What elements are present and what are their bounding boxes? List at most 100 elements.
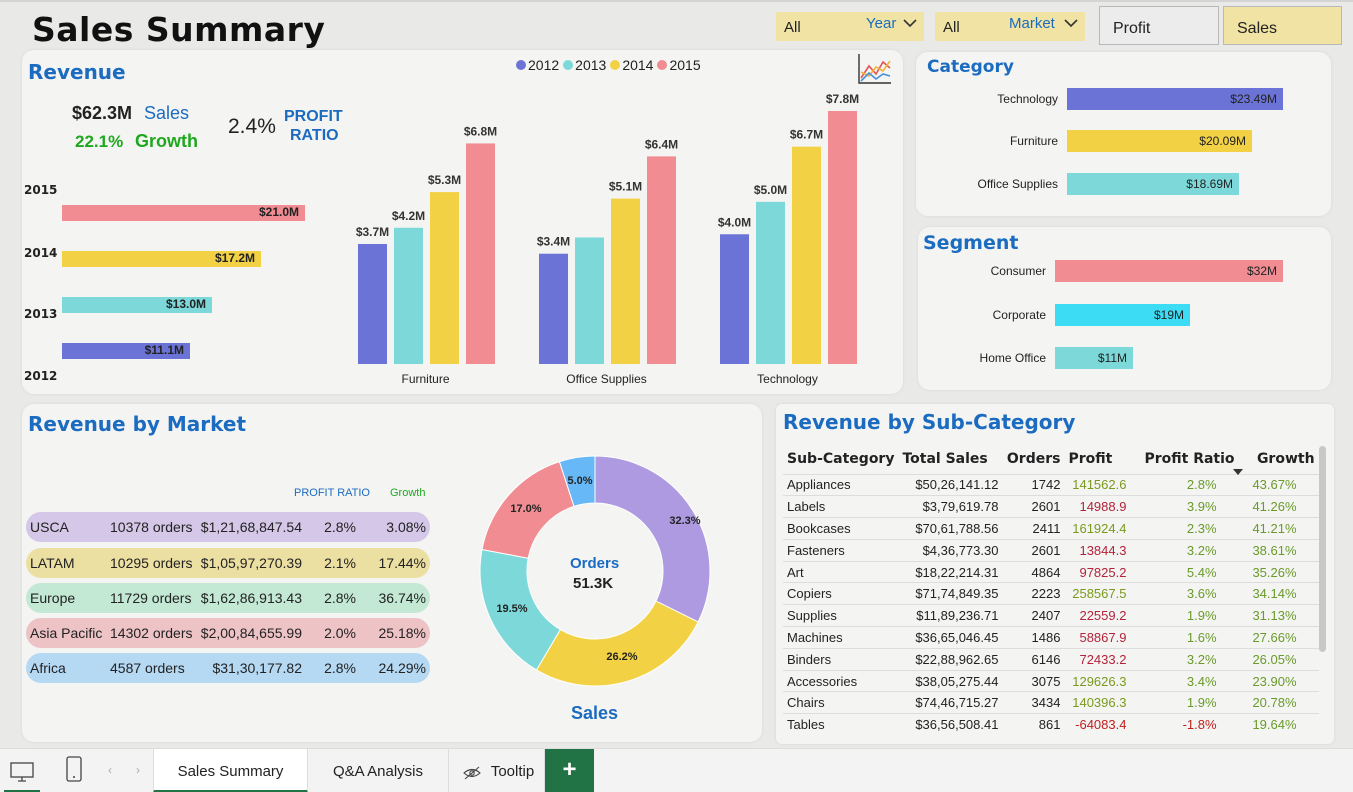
column-bar[interactable] — [756, 201, 785, 364]
yearly-bar-label: $13.0M — [165, 297, 206, 311]
page-tab-bar: ‹ › Sales Summary Q&A Analysis Tooltip + — [0, 748, 1353, 792]
year-slicer-label: Year — [866, 15, 897, 32]
yearly-bar[interactable]: $13.0M — [62, 297, 212, 313]
column-bar[interactable] — [792, 146, 821, 364]
cell-subcategory: Chairs — [783, 691, 899, 714]
sales-toggle-button[interactable]: Sales — [1223, 6, 1342, 45]
donut-slice-label: 17.0% — [510, 503, 541, 515]
column-bar[interactable] — [647, 156, 676, 364]
table-row[interactable]: Machines $36,65,046.45 1486 58867.9 1.6% 27.6… — [783, 626, 1319, 649]
horizontal-bar[interactable]: $23.49M — [1067, 88, 1283, 110]
top-border — [0, 0, 1353, 2]
column-header[interactable]: Profit Ratio — [1144, 450, 1235, 467]
cell-total-sales: $38,05,275.44 — [898, 669, 1003, 692]
table-row[interactable]: Art $18,22,214.31 4864 97825.2 5.4% 35.26% — [783, 560, 1319, 583]
chevron-down-icon[interactable] — [1063, 15, 1079, 34]
tab-sales-summary[interactable]: Sales Summary — [153, 749, 308, 792]
horizontal-bar[interactable]: $20.09M — [1067, 130, 1252, 152]
column-bar[interactable] — [720, 234, 749, 364]
kpi-ratio-value: 2.4% — [228, 115, 276, 138]
legend-label: 2014 — [622, 57, 654, 73]
table-row[interactable]: Appliances $50,26,141.12 1742 141562.6 2.8% 4… — [783, 473, 1319, 496]
cell-profit: -64083.4 — [1064, 713, 1141, 736]
cell-subcategory: Accessories — [783, 669, 899, 692]
profit-toggle-button[interactable]: Profit — [1099, 6, 1219, 45]
chevron-down-icon[interactable] — [902, 15, 918, 34]
cell-profit-ratio: 1.9% — [1140, 604, 1239, 627]
column-bar[interactable] — [539, 253, 568, 364]
table-row[interactable]: Accessories $38,05,275.44 3075 129626.3 3.4%… — [783, 669, 1319, 692]
column-bar[interactable] — [430, 192, 459, 364]
cell-profit: 14988.9 — [1064, 495, 1141, 518]
donut-slice[interactable] — [594, 455, 711, 623]
mobile-view-icon[interactable] — [64, 755, 84, 788]
horizontal-bar[interactable]: $19M — [1055, 304, 1190, 326]
cell-orders: 1742 — [1002, 473, 1065, 496]
tab-qa-analysis[interactable]: Q&A Analysis — [308, 749, 449, 792]
cell-subcategory: Appliances — [783, 473, 899, 496]
column-bar[interactable] — [394, 227, 423, 364]
column-header[interactable]: Orders — [1006, 450, 1061, 467]
market-row[interactable]: Africa 4587 orders $31,30,177.82 2.8% 24.29% — [26, 653, 430, 683]
plus-icon[interactable]: + — [545, 749, 594, 792]
donut-slice[interactable] — [535, 600, 699, 687]
table-row[interactable]: Labels $3,79,619.78 2601 14988.9 3.9% 41.26% — [783, 495, 1319, 518]
column-bar[interactable] — [828, 111, 857, 364]
market-profit-ratio: 2.1% — [324, 555, 356, 571]
table-row[interactable]: Bookcases $70,61,788.56 2411 161924.4 2.3% 41… — [783, 517, 1319, 540]
horizontal-bar[interactable]: $11M — [1055, 347, 1133, 369]
table-row[interactable]: Binders $22,88,962.65 6146 72433.2 3.2% 26.05… — [783, 647, 1319, 671]
cell-growth: 38.61% — [1238, 538, 1319, 562]
cell-total-sales: $70,61,788.56 — [898, 517, 1003, 540]
table-row[interactable]: Supplies $11,89,236.71 2407 22559.2 1.9% 31.1… — [783, 604, 1319, 627]
column-bar[interactable] — [466, 143, 495, 364]
table-row[interactable]: Chairs $74,46,715.27 3434 140396.3 1.9% 20.78… — [783, 691, 1319, 714]
column-bar[interactable] — [575, 237, 604, 365]
column-bar[interactable] — [358, 243, 387, 364]
column-header[interactable]: Sub-Category — [787, 450, 895, 467]
market-row[interactable]: USCA 10378 orders $1,21,68,847.54 2.8% 3.08% — [26, 512, 430, 542]
column-header[interactable]: Total Sales — [902, 450, 988, 467]
yearly-bar[interactable]: $11.1M — [62, 343, 190, 359]
desktop-view-icon[interactable] — [4, 758, 40, 792]
kpi-sales-label: Sales — [144, 103, 190, 123]
yearly-bar[interactable]: $21.0M — [62, 205, 305, 221]
market-profit-ratio: 2.8% — [324, 519, 356, 535]
chevron-right-icon[interactable]: › — [136, 763, 140, 777]
revenue-title: Revenue — [28, 60, 126, 84]
chevron-left-icon[interactable]: ‹ — [108, 763, 112, 777]
table-row[interactable]: Copiers $71,74,849.35 2223 258567.5 3.6% 34.1… — [783, 582, 1319, 605]
market-row[interactable]: Europe 11729 orders $1,62,86,913.43 2.8% 36.… — [26, 583, 430, 613]
cell-growth: 23.90% — [1238, 669, 1319, 692]
cell-profit: 58867.9 — [1064, 626, 1141, 649]
market-slicer[interactable]: All Market — [935, 12, 1085, 41]
year-slicer[interactable]: All Year — [776, 12, 924, 41]
horizontal-bar[interactable]: $32M — [1055, 260, 1283, 282]
table-row[interactable]: Fasteners $4,36,773.30 2601 13844.3 3.2% 38.6… — [783, 538, 1319, 562]
year-label: 2012 — [24, 369, 58, 383]
horizontal-bar[interactable]: $18.69M — [1067, 173, 1239, 195]
cell-growth: 41.21% — [1238, 517, 1319, 540]
donut-slice-label: 19.5% — [496, 603, 527, 615]
cell-orders: 2223 — [1002, 582, 1065, 605]
kpi-ratio-label: PROFIT — [284, 108, 343, 125]
line-chart-icon[interactable] — [857, 52, 893, 91]
cell-total-sales: $36,65,046.45 — [898, 626, 1003, 649]
table-row[interactable]: Tables $36,56,508.41 861 -64083.4 -1.8% 19.64… — [783, 713, 1319, 736]
market-row[interactable]: LATAM 10295 orders $1,05,97,270.39 2.1% 17.4… — [26, 548, 430, 578]
bar-value-label: $19M — [1153, 308, 1184, 322]
column-header[interactable]: Growth — [1256, 450, 1315, 467]
column-header[interactable]: Profit — [1068, 450, 1113, 467]
tab-tooltip[interactable]: Tooltip — [449, 749, 545, 792]
yearly-bar[interactable]: $17.2M — [62, 251, 261, 267]
market-row[interactable]: Asia Pacific 14302 orders $2,00,84,655.99 2… — [26, 618, 430, 648]
year-label: 2014 — [24, 246, 58, 260]
legend-label: 2012 — [528, 57, 560, 73]
sort-descending-icon[interactable] — [1232, 463, 1244, 481]
table-scrollbar[interactable] — [1319, 446, 1326, 652]
donut-slice[interactable] — [558, 455, 596, 507]
column-bar[interactable] — [611, 198, 640, 364]
header-growth: Growth — [390, 487, 426, 499]
cell-profit-ratio: 5.4% — [1140, 560, 1239, 583]
year-slicer-value: All — [784, 19, 801, 36]
